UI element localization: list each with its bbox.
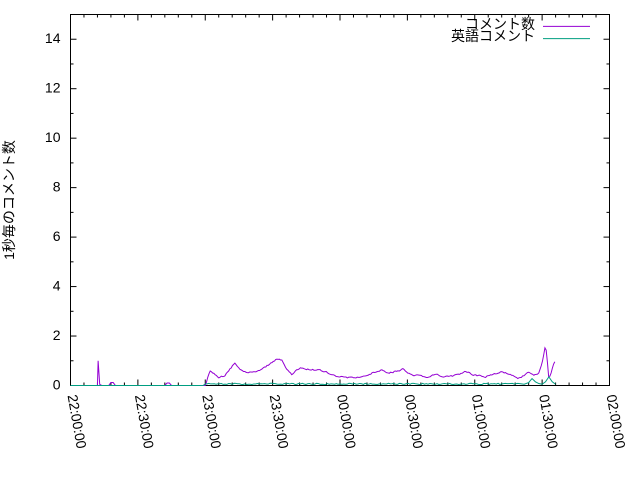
- svg-text:1秒毎のコメント数: 1秒毎のコメント数: [1, 140, 17, 260]
- svg-text:0: 0: [53, 377, 61, 393]
- svg-text:14: 14: [45, 30, 61, 46]
- svg-text:6: 6: [53, 228, 61, 244]
- svg-text:12: 12: [45, 80, 61, 96]
- svg-text:英語コメント: 英語コメント: [451, 28, 535, 44]
- svg-text:4: 4: [53, 278, 61, 294]
- svg-text:2: 2: [53, 327, 61, 343]
- svg-text:10: 10: [45, 129, 61, 145]
- svg-text:8: 8: [53, 179, 61, 195]
